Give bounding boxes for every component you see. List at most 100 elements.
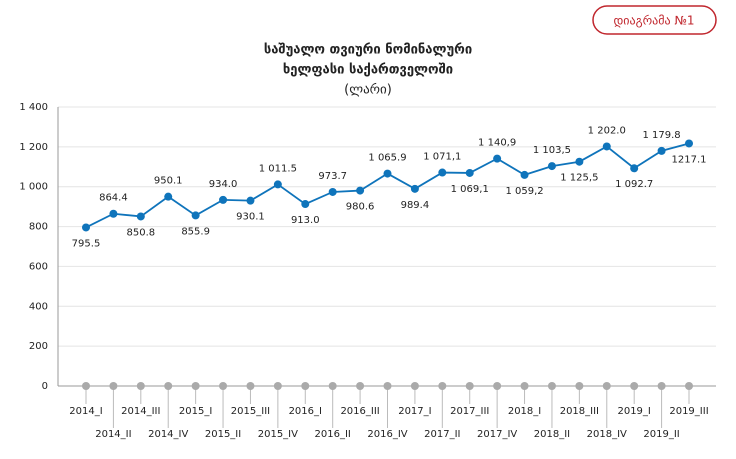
badge-text[interactable]: დიაგრამა №1 [613,14,694,28]
point [520,170,529,179]
chart-subtitle: (ლარი) [344,83,392,98]
point [383,169,392,178]
value-label: 1 059,2 [505,186,543,197]
x-tick-dot [383,382,392,390]
x-tick-label: 2017_IV [477,429,517,440]
x-tick-dot [657,382,666,390]
x-tick-label: 2014_II [95,429,131,440]
value-label: 1 069,1 [451,184,489,195]
x-tick-label: 2014_I [69,406,102,417]
point [273,180,282,189]
point [410,184,419,193]
y-tick-label: 1 400 [19,102,48,113]
x-tick-dot [685,382,693,390]
x-tick-label: 2017_III [450,406,489,417]
value-label: 973.7 [318,171,347,182]
x-tick-dot [301,382,310,390]
point [191,211,200,220]
point [219,195,228,204]
point [547,162,556,171]
point [493,154,502,163]
chart-title: ხელფასი საქართველოში [283,63,453,78]
point [109,209,118,218]
x-tick-dot [602,382,611,390]
y-tick-label: 0 [42,381,48,392]
y-tick-label: 400 [29,301,48,312]
y-tick-label: 600 [29,261,48,272]
point [602,142,611,151]
value-label: 913.0 [291,215,320,226]
value-label: 930.1 [236,212,265,223]
point [630,164,639,173]
value-label: 1 179.8 [643,130,681,141]
x-tick-label: 2019_II [643,429,679,440]
value-label: 795.5 [72,238,101,249]
x-tick-dot [273,382,282,390]
x-tick-label: 2018_II [534,429,570,440]
value-label: 1217.1 [672,154,707,165]
x-tick-label: 2017_II [424,429,460,440]
value-label: 1 092.7 [615,179,653,190]
x-tick-dot [136,382,145,390]
y-tick-label: 1 200 [19,142,48,153]
point [657,146,666,155]
x-tick-label: 2017_I [398,406,431,417]
x-tick-label: 2018_IV [587,429,627,440]
badge[interactable] [592,5,717,35]
x-tick-label: 2015_III [231,406,270,417]
x-tick-dot [191,382,200,390]
x-tick-dot [575,382,584,390]
value-label: 989.4 [401,200,430,211]
point [685,139,693,148]
point [438,168,447,177]
value-label: 1 011.5 [259,163,297,174]
x-tick-label: 2019_III [669,406,708,417]
point [328,187,337,196]
y-tick-label: 200 [29,341,48,352]
value-label: 950.1 [154,176,183,187]
x-tick-dot [410,382,419,390]
x-tick-label: 2019_I [617,406,650,417]
point [164,192,173,201]
value-label: 850.8 [126,227,155,238]
x-tick-dot [246,382,255,390]
x-tick-label: 2015_IV [258,429,298,440]
value-label: 864.4 [99,193,128,204]
x-tick-dot [465,382,474,390]
value-label: 1 103,5 [533,145,571,156]
x-tick-label: 2016_II [315,429,351,440]
value-label: 934.0 [209,179,238,190]
x-tick-label: 2018_III [560,406,599,417]
point [465,168,474,177]
x-tick-dot [219,382,228,390]
x-tick-label: 2016_III [340,406,379,417]
x-tick-dot [82,382,90,390]
point [356,186,365,195]
x-tick-label: 2014_IV [148,429,188,440]
value-label: 980.6 [346,202,375,213]
value-label: 1 140,9 [478,138,516,149]
x-tick-label: 2016_I [289,406,322,417]
value-label: 855.9 [181,226,210,237]
value-label: 1 071,1 [423,152,461,163]
x-tick-label: 2015_II [205,429,241,440]
x-tick-dot [328,382,337,390]
point [246,196,255,205]
x-tick-dot [164,382,173,390]
x-tick-dot [547,382,556,390]
x-tick-dot [630,382,639,390]
x-tick-label: 2014_III [121,406,160,417]
point [301,200,310,209]
x-tick-label: 2015_I [179,406,212,417]
x-tick-dot [493,382,502,390]
x-tick-dot [520,382,529,390]
x-tick-dot [438,382,447,390]
point [82,223,90,232]
x-tick-label: 2018_I [508,406,541,417]
value-label: 1 202.0 [588,125,626,136]
x-tick-dot [109,382,118,390]
y-tick-label: 1 000 [19,182,48,193]
value-label: 1 125,5 [560,173,598,184]
